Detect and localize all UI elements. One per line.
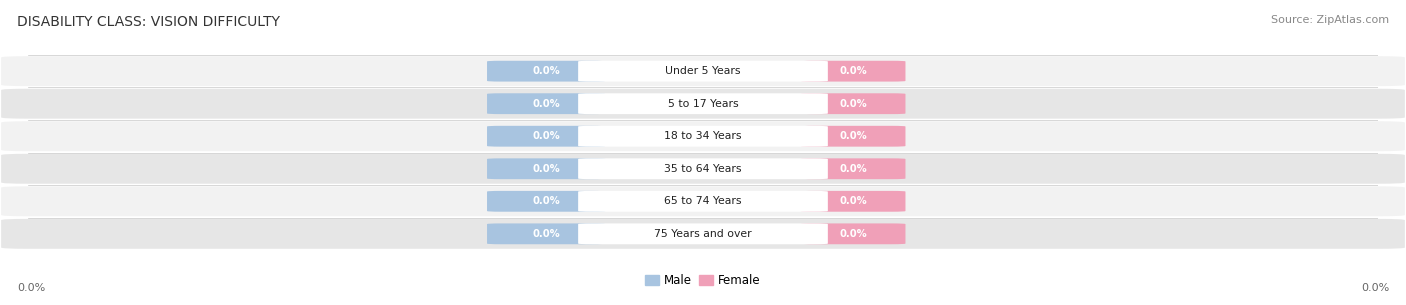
Legend: Male, Female: Male, Female bbox=[645, 274, 761, 287]
Text: DISABILITY CLASS: VISION DIFFICULTY: DISABILITY CLASS: VISION DIFFICULTY bbox=[17, 15, 280, 29]
Text: 0.0%: 0.0% bbox=[839, 164, 868, 174]
Text: 0.0%: 0.0% bbox=[839, 229, 868, 239]
FancyBboxPatch shape bbox=[486, 93, 605, 114]
Text: 0.0%: 0.0% bbox=[533, 66, 560, 76]
Text: 0.0%: 0.0% bbox=[839, 196, 868, 206]
FancyBboxPatch shape bbox=[1, 56, 1405, 86]
FancyBboxPatch shape bbox=[578, 191, 828, 212]
Text: 0.0%: 0.0% bbox=[533, 229, 560, 239]
Text: Under 5 Years: Under 5 Years bbox=[665, 66, 741, 76]
FancyBboxPatch shape bbox=[1, 121, 1405, 151]
Text: 0.0%: 0.0% bbox=[839, 131, 868, 141]
FancyBboxPatch shape bbox=[578, 61, 828, 81]
Text: 35 to 64 Years: 35 to 64 Years bbox=[664, 164, 742, 174]
FancyBboxPatch shape bbox=[801, 158, 905, 179]
FancyBboxPatch shape bbox=[1, 154, 1405, 184]
FancyBboxPatch shape bbox=[578, 224, 828, 244]
FancyBboxPatch shape bbox=[801, 191, 905, 212]
Text: 0.0%: 0.0% bbox=[533, 99, 560, 109]
FancyBboxPatch shape bbox=[486, 61, 605, 81]
FancyBboxPatch shape bbox=[1, 219, 1405, 249]
Text: 0.0%: 0.0% bbox=[533, 131, 560, 141]
FancyBboxPatch shape bbox=[1, 186, 1405, 216]
Text: Source: ZipAtlas.com: Source: ZipAtlas.com bbox=[1271, 15, 1389, 25]
Text: 5 to 17 Years: 5 to 17 Years bbox=[668, 99, 738, 109]
Text: 0.0%: 0.0% bbox=[1361, 283, 1389, 293]
FancyBboxPatch shape bbox=[486, 191, 605, 212]
Text: 0.0%: 0.0% bbox=[839, 99, 868, 109]
Text: 18 to 34 Years: 18 to 34 Years bbox=[664, 131, 742, 141]
Text: 65 to 74 Years: 65 to 74 Years bbox=[664, 196, 742, 206]
FancyBboxPatch shape bbox=[486, 158, 605, 179]
Text: 0.0%: 0.0% bbox=[533, 196, 560, 206]
FancyBboxPatch shape bbox=[801, 126, 905, 147]
Text: 0.0%: 0.0% bbox=[533, 164, 560, 174]
FancyBboxPatch shape bbox=[801, 93, 905, 114]
FancyBboxPatch shape bbox=[801, 224, 905, 244]
FancyBboxPatch shape bbox=[578, 158, 828, 179]
Text: 75 Years and over: 75 Years and over bbox=[654, 229, 752, 239]
FancyBboxPatch shape bbox=[486, 126, 605, 147]
FancyBboxPatch shape bbox=[486, 224, 605, 244]
FancyBboxPatch shape bbox=[578, 93, 828, 114]
FancyBboxPatch shape bbox=[578, 126, 828, 147]
FancyBboxPatch shape bbox=[1, 89, 1405, 119]
Text: 0.0%: 0.0% bbox=[839, 66, 868, 76]
FancyBboxPatch shape bbox=[801, 61, 905, 81]
Text: 0.0%: 0.0% bbox=[17, 283, 45, 293]
